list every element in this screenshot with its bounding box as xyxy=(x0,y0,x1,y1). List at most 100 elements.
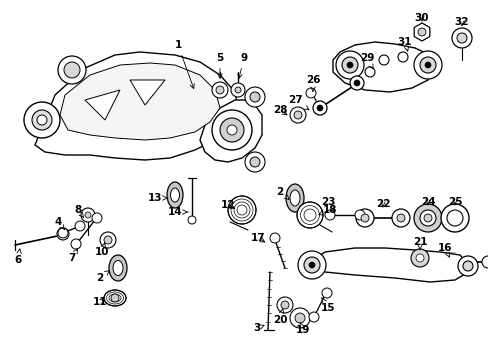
Circle shape xyxy=(244,87,264,107)
Circle shape xyxy=(281,301,288,309)
Text: 12: 12 xyxy=(220,200,235,210)
Ellipse shape xyxy=(167,182,183,208)
Text: 22: 22 xyxy=(375,199,389,209)
Polygon shape xyxy=(332,42,434,92)
Circle shape xyxy=(353,80,359,86)
Circle shape xyxy=(85,212,91,218)
Circle shape xyxy=(481,256,488,268)
Text: 26: 26 xyxy=(305,75,320,91)
Circle shape xyxy=(457,256,477,276)
Circle shape xyxy=(355,209,373,227)
Circle shape xyxy=(111,294,119,302)
Text: 7: 7 xyxy=(68,249,78,263)
Circle shape xyxy=(104,236,112,244)
Text: 13: 13 xyxy=(147,193,167,203)
Text: 28: 28 xyxy=(272,105,286,115)
Text: 1: 1 xyxy=(174,40,194,89)
Text: 27: 27 xyxy=(287,95,308,110)
Circle shape xyxy=(424,62,430,68)
Polygon shape xyxy=(130,80,164,105)
Circle shape xyxy=(346,62,352,68)
Text: 5: 5 xyxy=(216,53,223,78)
Ellipse shape xyxy=(170,188,179,202)
Circle shape xyxy=(417,28,425,36)
Circle shape xyxy=(312,101,326,115)
Text: 17: 17 xyxy=(250,233,265,243)
Ellipse shape xyxy=(104,290,126,306)
Polygon shape xyxy=(60,63,220,140)
Circle shape xyxy=(92,213,102,223)
Circle shape xyxy=(293,111,302,119)
Circle shape xyxy=(289,308,309,328)
Text: 16: 16 xyxy=(437,243,451,257)
Circle shape xyxy=(58,228,68,238)
Text: 20: 20 xyxy=(272,309,286,325)
Polygon shape xyxy=(35,52,238,160)
Circle shape xyxy=(341,57,357,73)
Circle shape xyxy=(413,51,441,79)
Text: 2: 2 xyxy=(96,271,109,283)
Text: 2: 2 xyxy=(276,187,289,199)
Circle shape xyxy=(354,210,364,220)
Circle shape xyxy=(75,221,85,231)
Text: 25: 25 xyxy=(447,197,461,207)
Circle shape xyxy=(410,249,428,267)
Text: 6: 6 xyxy=(14,249,21,265)
Circle shape xyxy=(308,262,314,268)
Text: 9: 9 xyxy=(237,53,247,78)
Circle shape xyxy=(64,62,80,78)
Ellipse shape xyxy=(113,261,123,275)
Circle shape xyxy=(391,209,409,227)
Circle shape xyxy=(24,102,60,138)
Circle shape xyxy=(305,88,315,98)
Text: 30: 30 xyxy=(414,13,428,23)
Text: 10: 10 xyxy=(95,243,109,257)
Circle shape xyxy=(58,56,86,84)
Circle shape xyxy=(397,52,407,62)
Circle shape xyxy=(226,125,237,135)
Circle shape xyxy=(456,33,466,43)
Polygon shape xyxy=(200,100,262,162)
Circle shape xyxy=(321,288,331,298)
Circle shape xyxy=(249,92,260,102)
Circle shape xyxy=(37,115,47,125)
Ellipse shape xyxy=(109,255,127,281)
Circle shape xyxy=(413,204,441,232)
Circle shape xyxy=(440,204,468,232)
Text: 3: 3 xyxy=(253,323,264,333)
Text: 15: 15 xyxy=(320,298,335,313)
Circle shape xyxy=(187,216,196,224)
Circle shape xyxy=(364,67,374,77)
Circle shape xyxy=(294,313,305,323)
Circle shape xyxy=(316,105,323,111)
Circle shape xyxy=(462,261,472,271)
Circle shape xyxy=(212,82,227,98)
Text: 24: 24 xyxy=(420,197,434,207)
Circle shape xyxy=(419,210,435,226)
Circle shape xyxy=(415,254,423,262)
Circle shape xyxy=(249,157,260,167)
Text: 23: 23 xyxy=(320,197,335,211)
Circle shape xyxy=(349,76,363,90)
Circle shape xyxy=(423,214,431,222)
Circle shape xyxy=(378,55,388,65)
Circle shape xyxy=(360,214,368,222)
Circle shape xyxy=(419,57,435,73)
Circle shape xyxy=(396,214,404,222)
Circle shape xyxy=(297,251,325,279)
Text: 11: 11 xyxy=(93,297,107,307)
Text: 32: 32 xyxy=(454,17,468,27)
Text: 29: 29 xyxy=(359,53,373,69)
Circle shape xyxy=(296,202,323,228)
Circle shape xyxy=(276,297,292,313)
Text: 18: 18 xyxy=(318,205,337,215)
Circle shape xyxy=(100,232,116,248)
Circle shape xyxy=(289,107,305,123)
Circle shape xyxy=(230,83,244,97)
Text: 19: 19 xyxy=(295,322,309,335)
Text: 4: 4 xyxy=(54,217,64,230)
Text: 8: 8 xyxy=(74,205,83,218)
Ellipse shape xyxy=(285,184,304,212)
Text: 21: 21 xyxy=(412,237,427,250)
Circle shape xyxy=(325,210,334,220)
